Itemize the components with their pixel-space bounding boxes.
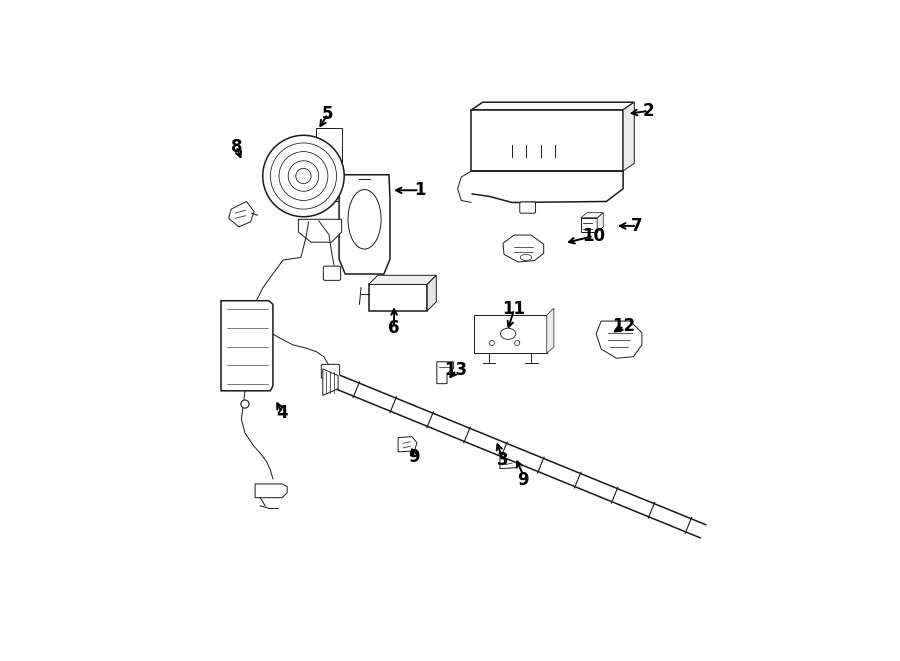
Polygon shape — [474, 315, 547, 353]
Polygon shape — [369, 284, 428, 311]
Circle shape — [515, 340, 520, 346]
Text: 3: 3 — [497, 451, 508, 469]
Text: 7: 7 — [631, 217, 643, 235]
Polygon shape — [428, 275, 436, 311]
Ellipse shape — [348, 190, 381, 249]
Text: 9: 9 — [518, 471, 529, 489]
Text: 9: 9 — [409, 448, 420, 466]
Text: 1: 1 — [414, 181, 426, 199]
FancyBboxPatch shape — [321, 364, 339, 379]
Text: 10: 10 — [582, 227, 605, 245]
Polygon shape — [472, 110, 623, 171]
Polygon shape — [500, 453, 518, 469]
Circle shape — [490, 340, 494, 346]
Polygon shape — [255, 484, 287, 498]
Text: 11: 11 — [503, 300, 526, 319]
Polygon shape — [369, 275, 436, 284]
FancyBboxPatch shape — [520, 202, 536, 214]
Text: 8: 8 — [230, 137, 242, 155]
Circle shape — [263, 136, 344, 217]
Polygon shape — [623, 102, 634, 171]
Text: 4: 4 — [276, 404, 288, 422]
Circle shape — [241, 400, 249, 408]
Polygon shape — [323, 369, 338, 395]
Text: 5: 5 — [322, 105, 334, 123]
Ellipse shape — [520, 254, 532, 260]
Text: 13: 13 — [445, 362, 468, 379]
Polygon shape — [299, 219, 342, 242]
FancyBboxPatch shape — [323, 266, 340, 280]
Polygon shape — [580, 213, 603, 217]
Polygon shape — [596, 321, 642, 358]
Polygon shape — [436, 362, 454, 383]
Polygon shape — [339, 175, 390, 274]
Ellipse shape — [500, 329, 516, 339]
Polygon shape — [580, 217, 597, 232]
Polygon shape — [221, 301, 273, 391]
Polygon shape — [316, 128, 342, 202]
Text: 2: 2 — [643, 102, 654, 120]
Polygon shape — [229, 202, 254, 227]
Polygon shape — [547, 308, 553, 353]
Polygon shape — [597, 213, 603, 232]
Polygon shape — [503, 235, 544, 262]
Polygon shape — [472, 102, 634, 110]
Text: 6: 6 — [388, 319, 400, 336]
Polygon shape — [398, 437, 417, 452]
Text: 12: 12 — [613, 317, 635, 335]
